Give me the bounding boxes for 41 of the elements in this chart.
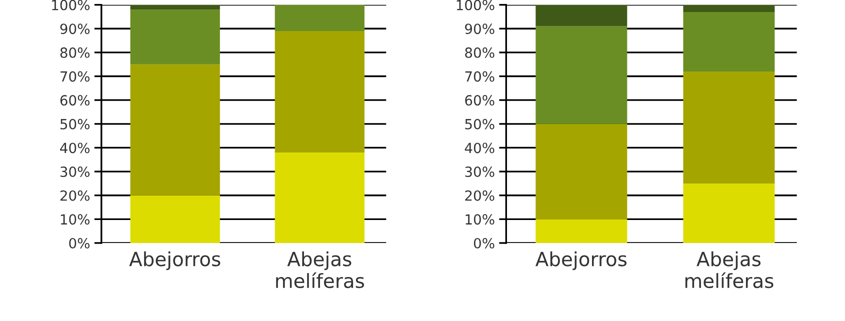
bar bbox=[130, 64, 220, 196]
bar bbox=[683, 183, 775, 243]
y-tick-label: 30% bbox=[465, 166, 494, 178]
bar bbox=[683, 72, 775, 184]
y-tick-label: 10% bbox=[60, 214, 90, 225]
y-tick-label: 60% bbox=[60, 95, 90, 106]
y-tick-label: 50% bbox=[60, 118, 90, 130]
x-tick-label: Abejas melíferas bbox=[276, 251, 364, 288]
y-tick-label: 30% bbox=[60, 166, 90, 178]
bar bbox=[130, 4, 220, 10]
y-tick-label: 90% bbox=[465, 24, 494, 34]
bar bbox=[274, 152, 364, 243]
bar bbox=[536, 26, 628, 124]
y-tick-label: 20% bbox=[60, 190, 90, 201]
y-tick-label: 100% bbox=[456, 0, 494, 10]
y-tick-label: 80% bbox=[60, 47, 90, 58]
y-tick-label: 0% bbox=[69, 238, 90, 248]
y-tick-label: 20% bbox=[465, 190, 494, 201]
y-tick-label: 70% bbox=[60, 71, 90, 82]
bar bbox=[274, 31, 364, 152]
y-tick-label: 40% bbox=[60, 142, 90, 154]
y-tick-label: 50% bbox=[465, 118, 494, 130]
x-tick-label: Abejas melíferas bbox=[685, 251, 774, 288]
bar bbox=[274, 4, 364, 32]
y-tick-label: 90% bbox=[60, 24, 90, 34]
y-tick-label: 10% bbox=[466, 214, 494, 225]
x-tick-label: Abejorros bbox=[535, 251, 627, 270]
bar bbox=[536, 219, 628, 243]
y-tick-label: 80% bbox=[465, 47, 494, 58]
y-tick-label: 70% bbox=[465, 71, 494, 82]
y-tick-label: 100% bbox=[52, 0, 90, 10]
bar bbox=[536, 4, 628, 26]
bar bbox=[130, 10, 220, 64]
x-tick-label: Abejorros bbox=[129, 251, 220, 270]
y-tick-label: 60% bbox=[465, 95, 494, 106]
bar bbox=[683, 12, 775, 72]
bar bbox=[536, 124, 628, 220]
y-tick-label: 0% bbox=[474, 238, 494, 248]
bar bbox=[130, 195, 220, 243]
bar bbox=[683, 4, 775, 12]
y-tick-label: 40% bbox=[464, 142, 494, 154]
